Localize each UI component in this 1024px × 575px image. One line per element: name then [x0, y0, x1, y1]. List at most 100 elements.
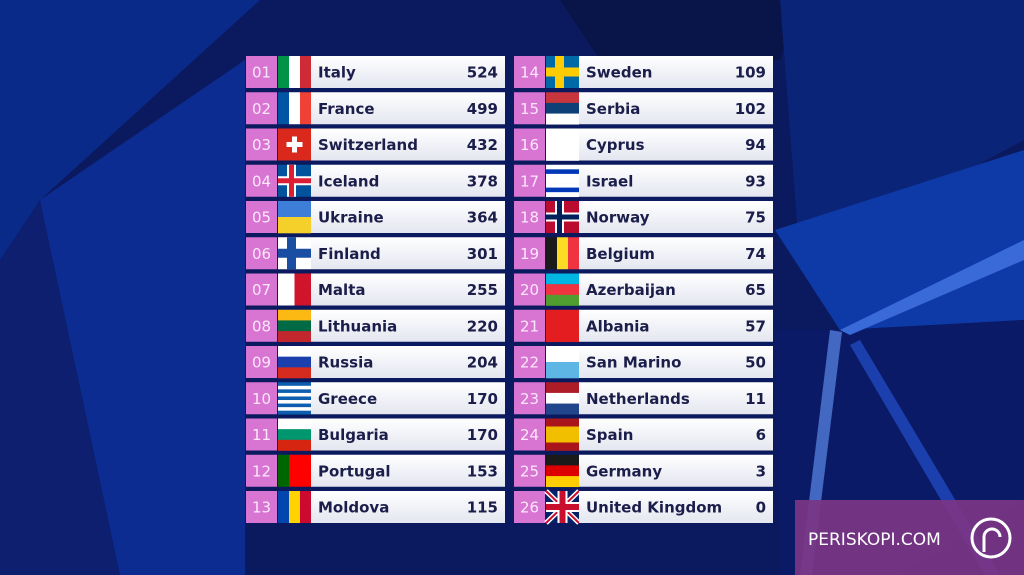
flag-part [546, 442, 579, 451]
flag [278, 454, 312, 487]
country-name: France [318, 100, 375, 118]
rank: 20 [520, 281, 539, 299]
scoreboard-row: 05 Ukraine 364 [246, 201, 505, 234]
flag-part [546, 392, 579, 404]
rank-box [514, 309, 545, 342]
rank: 14 [520, 64, 539, 82]
flag-part [546, 92, 579, 104]
watermark-text: PERISKOPI.COM [808, 530, 941, 550]
country-bar [311, 491, 505, 523]
flag [278, 201, 311, 234]
scoreboard-row: 17 Israel 93 [514, 164, 773, 198]
flag-part [557, 237, 569, 270]
country-name: Russia [318, 354, 373, 372]
country-name: Greece [318, 390, 377, 408]
rank: 24 [520, 426, 539, 444]
country-bar [579, 309, 773, 342]
flag [278, 491, 312, 523]
flag-part [278, 439, 311, 451]
points: 11 [745, 390, 766, 408]
country-bar [311, 273, 505, 306]
country-name: Germany [586, 462, 662, 480]
country-bar [579, 346, 773, 378]
country-bar [311, 128, 505, 161]
points: 57 [745, 317, 766, 335]
flag-part [546, 183, 579, 188]
flag [546, 346, 579, 379]
flag-part [546, 113, 579, 125]
country-bar [579, 56, 773, 88]
watermark-logo [970, 517, 1012, 559]
points: 170 [467, 390, 498, 408]
country-name: Moldova [318, 499, 389, 517]
points: 102 [735, 100, 766, 118]
flag-part [546, 284, 579, 296]
flag-part [278, 454, 290, 487]
country-name: Albania [586, 317, 650, 335]
rank: 02 [252, 100, 271, 118]
points: 432 [467, 136, 498, 154]
flag-part [278, 56, 290, 88]
rank: 26 [520, 499, 539, 517]
points: 364 [467, 209, 498, 227]
rank: 19 [520, 245, 539, 263]
country-name: Serbia [586, 100, 640, 118]
flag-part [278, 392, 311, 397]
country-bar [311, 309, 505, 342]
country-name: Iceland [318, 172, 379, 190]
points: 220 [467, 317, 498, 335]
flag [278, 164, 311, 197]
rank: 25 [520, 462, 539, 480]
flag-part [278, 382, 311, 387]
flag-part [300, 454, 312, 487]
scoreboard-row: 02 France 499 [246, 92, 505, 125]
flag [546, 56, 579, 88]
scoreboard-row: 06 Finland 301 [246, 237, 505, 270]
flag-part [546, 169, 579, 175]
flag-part [278, 309, 311, 321]
flag-part [286, 142, 303, 147]
country-name: Malta [318, 281, 365, 299]
scoreboard-row: 20 Azerbaijan 65 [514, 273, 773, 306]
scoreboard-row: 11 Bulgaria 170 [246, 418, 505, 451]
country-bar [311, 237, 505, 270]
country-bar [311, 454, 505, 487]
flag-part [546, 164, 579, 170]
scoreboard-row: 13 Moldova 115 [246, 491, 505, 523]
country-bar [579, 273, 773, 306]
rank: 23 [520, 390, 539, 408]
points: 3 [756, 462, 766, 480]
points: 255 [467, 281, 498, 299]
country-name: Cyprus [586, 136, 645, 154]
rank: 22 [520, 354, 539, 372]
country-bar [579, 164, 773, 197]
scoreboard-row: 23 Netherlands 11 [514, 382, 773, 415]
flag-part [278, 385, 311, 390]
flag-part [546, 346, 579, 363]
country-name: Netherlands [586, 390, 690, 408]
flag [278, 92, 312, 125]
country-bar [579, 128, 773, 161]
country-name: Spain [586, 426, 633, 444]
flag [278, 309, 311, 343]
points: 74 [745, 245, 766, 263]
flag-part [289, 491, 301, 523]
country-bar [311, 346, 505, 378]
scoreboard-row: 10 Greece 170 [246, 382, 505, 415]
flag-part [278, 346, 311, 357]
flag-part [300, 56, 312, 88]
points: 499 [467, 100, 498, 118]
rank: 04 [252, 172, 271, 190]
flag-part [546, 426, 579, 435]
rank-box [246, 346, 277, 378]
points: 153 [467, 462, 498, 480]
flag-part [546, 128, 579, 161]
flag [278, 273, 312, 306]
scoreboard-row: 18 Norway 75 [514, 201, 773, 233]
points: 50 [745, 354, 766, 372]
country-name: Finland [318, 245, 381, 263]
points: 301 [467, 245, 498, 263]
flag-part [289, 92, 301, 125]
country-name: Lithuania [318, 317, 397, 335]
rank: 09 [252, 354, 271, 372]
